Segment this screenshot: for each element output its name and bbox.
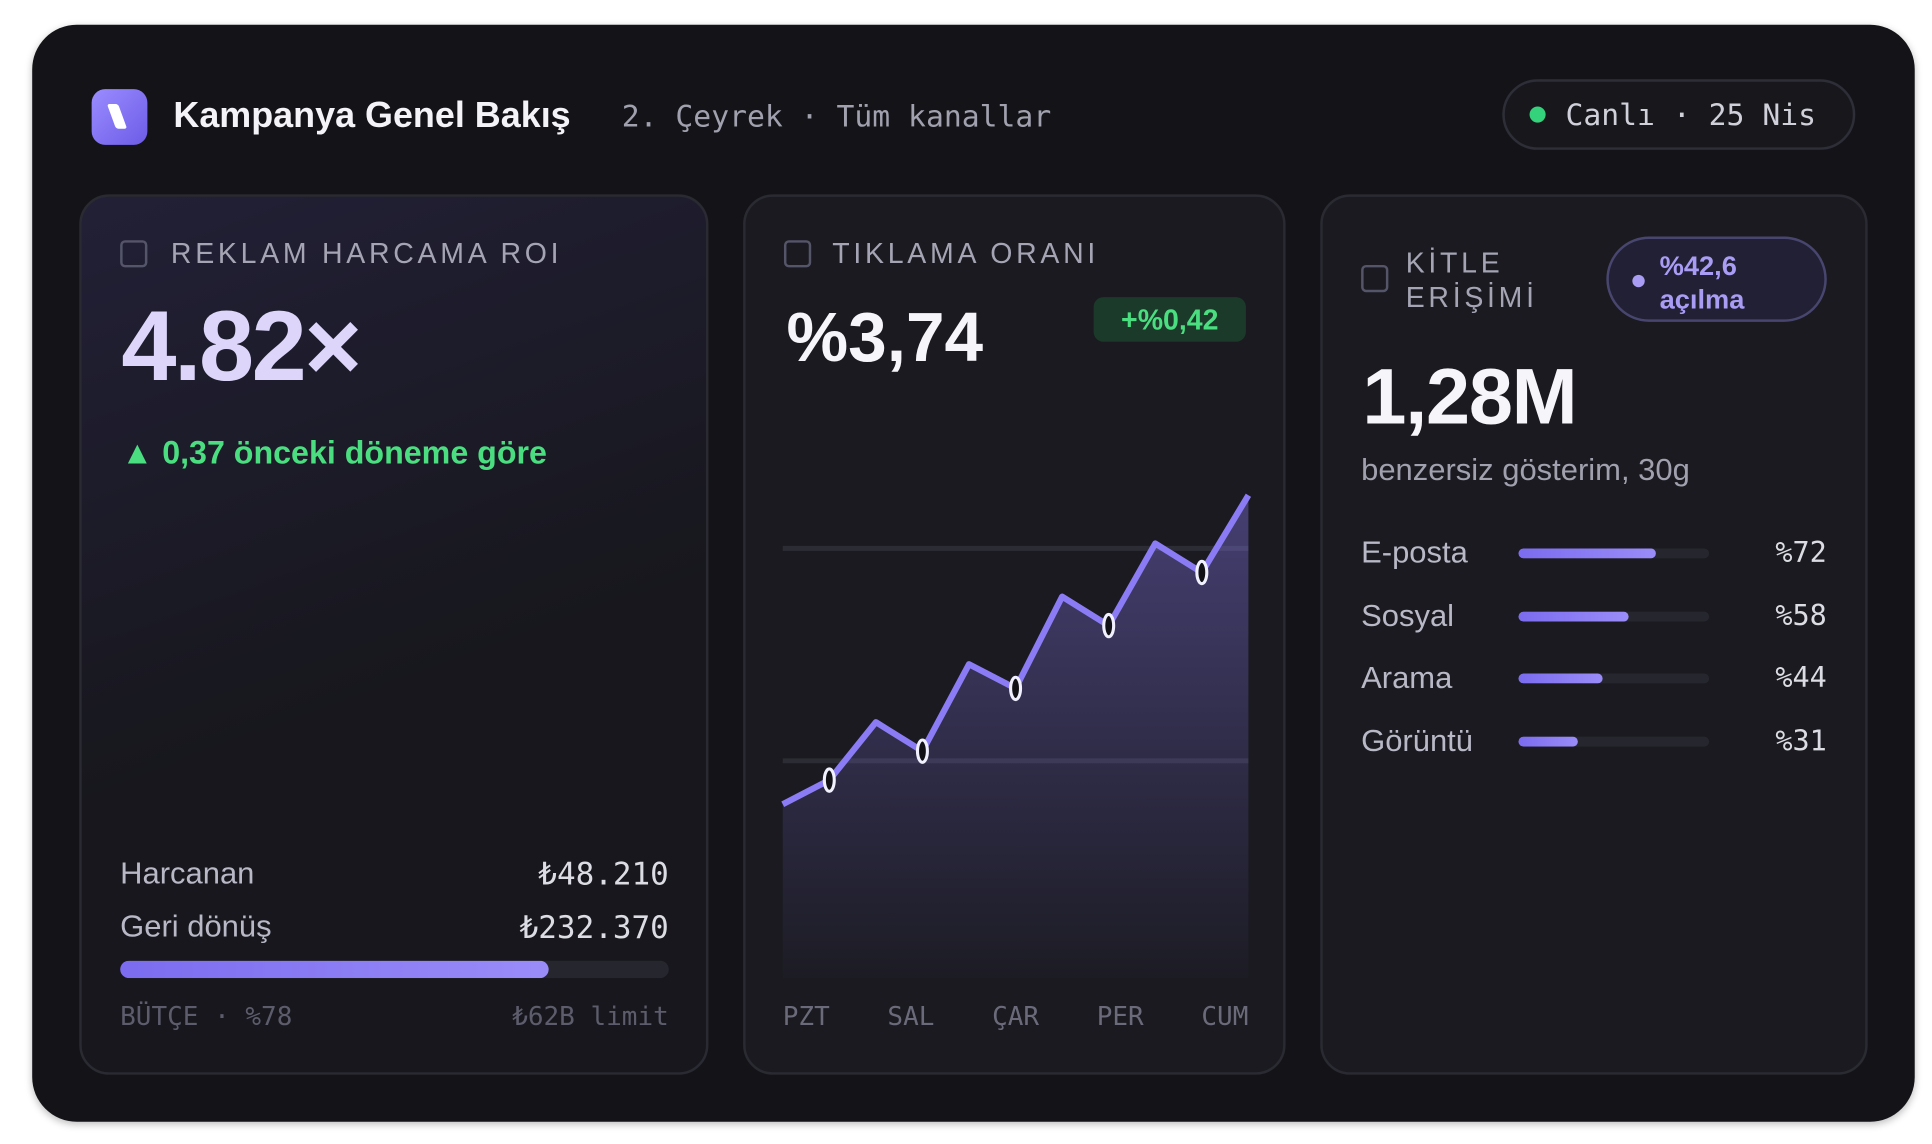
reach-value: 1,28M [1362,351,1577,441]
channel-bar [1518,611,1630,622]
roi-change: ▲ 0,37 önceki döneme göre [121,433,547,472]
x-tick-label: CUM [1201,1002,1248,1032]
subtitle: 2. Çeyrek · Tüm kanallar [621,99,1052,134]
badge: %42,6 açılma [1606,236,1827,322]
x-tick-label: SAL [887,1002,934,1032]
reach-card [1320,194,1868,1075]
badge-dot [1632,274,1645,288]
card-label: REKLAM HARCAMA ROI [170,237,563,270]
channel-name: Görüntü [1361,723,1474,759]
status: Canlı · 25 Nis [1565,97,1817,133]
status-pill: Canlı · 25 Nis [1502,79,1856,150]
channel-bar [1518,736,1578,747]
channel-track [1518,611,1710,622]
budget-track [120,960,669,979]
area [782,495,1249,979]
channel-bar [1518,674,1603,684]
badge-text: %42,6 açılma [1659,250,1745,315]
channel-track [1518,674,1710,684]
card-label: KİTLE ERİŞİMİ [1405,246,1538,314]
ctr-value: %3,74 [786,297,984,376]
row-value: ₺232.370 [519,909,669,946]
budget-bar [120,960,549,979]
roi-card [79,194,709,1075]
channel-track [1518,548,1710,559]
channel-track [1518,736,1710,747]
ctr-change: +%0,42 [1093,297,1246,342]
title: Kampanya Genel Bakış [173,95,571,136]
point [1102,612,1116,639]
x-tick-label: ÇAR [992,1002,1039,1032]
point [915,738,929,764]
channel-name: Arama [1361,661,1453,696]
checkbox[interactable] [783,240,812,268]
channel-value: %58 [1775,600,1827,633]
row-label: Harcanan [120,856,255,891]
budget-label: BÜTÇE · %78 [120,1001,293,1032]
channel-value: %31 [1775,725,1827,758]
channel-name: Sosyal [1361,598,1455,633]
channel-value: %44 [1775,662,1827,696]
logo [91,89,148,145]
checkbox[interactable] [120,240,148,268]
row-value: ₺48.210 [538,856,669,893]
status-dot [1529,106,1546,123]
budget-limit: ₺62B limit [512,1001,669,1032]
x-tick-label: PER [1097,1002,1144,1032]
roi-value: 4.82× [121,290,362,402]
channel-value: %72 [1775,537,1827,570]
reach-caption: benzersiz gösterim, 30g [1361,452,1690,488]
point [822,767,836,793]
point [1195,559,1209,586]
channel-bar [1518,548,1656,559]
channel-name: E-posta [1361,535,1468,571]
point [1009,675,1023,702]
checkbox[interactable] [1361,264,1389,293]
row-label: Geri dönüş [120,909,272,945]
x-tick-label: PZT [783,1002,830,1032]
card-label: TIKLAMA ORANI [832,237,1100,270]
